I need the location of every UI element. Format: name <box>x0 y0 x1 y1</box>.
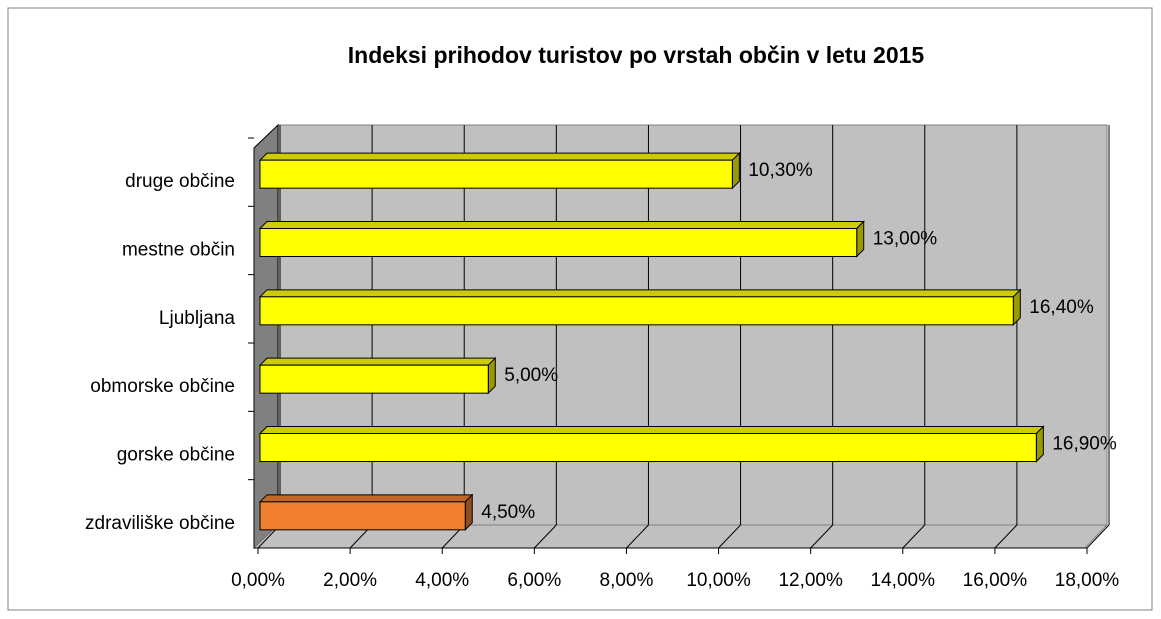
floor-grid-line <box>810 524 834 549</box>
bar-top <box>258 357 497 366</box>
x-tick-label: 10,00% <box>686 570 751 591</box>
y-tick-label: Ljubljana <box>159 308 235 329</box>
bar-side <box>1035 425 1044 463</box>
bar-top <box>258 426 1045 434</box>
floor-grid-line <box>533 524 557 549</box>
x-tick-label: 16,00% <box>963 570 1028 591</box>
value-label: 13,00% <box>873 229 938 250</box>
floor-grid-line <box>626 524 649 549</box>
y-tick-label: zdraviliške občine <box>85 513 235 534</box>
bar <box>259 228 858 257</box>
bar-top <box>258 152 741 161</box>
value-label: 4,50% <box>481 502 535 523</box>
x-tick-label: 8,00% <box>600 570 654 591</box>
floor-grid-line <box>718 524 741 549</box>
bar-side <box>464 493 473 532</box>
bar-side <box>1012 288 1021 327</box>
chart-title: Indeksi prihodov turistov po vrstah obči… <box>348 42 925 68</box>
bar <box>259 501 466 531</box>
bar-side <box>487 356 496 395</box>
x-tick-label: 0,00% <box>231 570 285 591</box>
value-label: 16,90% <box>1052 434 1117 455</box>
bar-top <box>258 494 474 503</box>
value-label: 16,40% <box>1029 297 1094 318</box>
floor-grid-line <box>902 524 926 549</box>
x-tick-label: 18,00% <box>1055 570 1120 591</box>
bar <box>259 364 489 394</box>
y-tick-label: gorske občine <box>117 445 235 466</box>
bar-top <box>258 221 865 229</box>
x-tick-label: 6,00% <box>507 570 561 591</box>
y-tick-label: obmorske občine <box>90 376 235 397</box>
x-tick-label: 12,00% <box>778 570 843 591</box>
bar-side <box>731 151 740 190</box>
bar-side <box>856 220 865 258</box>
value-label: 10,30% <box>748 160 813 181</box>
floor-grid-line <box>1086 524 1110 549</box>
y-tick-label: druge občine <box>125 171 235 192</box>
bar-top <box>258 289 1022 298</box>
bar <box>259 296 1014 326</box>
floor-grid-line <box>994 524 1018 549</box>
value-label: 5,00% <box>504 365 558 386</box>
x-tick-label: 2,00% <box>323 570 377 591</box>
bar <box>259 433 1037 462</box>
x-tick-label: 14,00% <box>871 570 936 591</box>
bar <box>259 159 733 189</box>
x-tick-label: 4,00% <box>415 570 469 591</box>
y-tick-label: mestne občin <box>122 240 235 261</box>
